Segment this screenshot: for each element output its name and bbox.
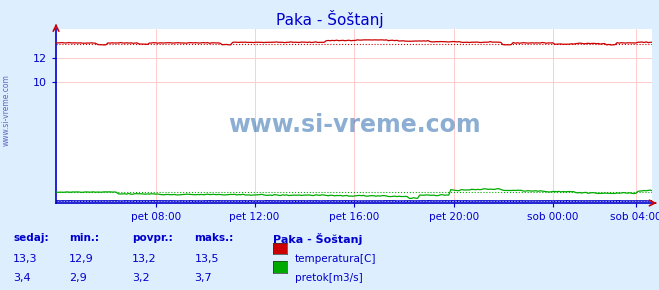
Text: temperatura[C]: temperatura[C]: [295, 254, 376, 264]
Text: Paka - Šoštanj: Paka - Šoštanj: [275, 10, 384, 28]
Text: 3,4: 3,4: [13, 273, 31, 282]
Text: 2,9: 2,9: [69, 273, 87, 282]
Text: 13,3: 13,3: [13, 254, 38, 264]
Text: www.si-vreme.com: www.si-vreme.com: [2, 74, 11, 146]
Text: Paka - Šoštanj: Paka - Šoštanj: [273, 233, 363, 245]
Text: 12,9: 12,9: [69, 254, 94, 264]
Text: 3,2: 3,2: [132, 273, 150, 282]
Text: povpr.:: povpr.:: [132, 233, 173, 243]
Text: www.si-vreme.com: www.si-vreme.com: [228, 113, 480, 137]
Text: 3,7: 3,7: [194, 273, 212, 282]
Text: 13,2: 13,2: [132, 254, 156, 264]
Text: min.:: min.:: [69, 233, 100, 243]
Text: 13,5: 13,5: [194, 254, 219, 264]
Text: maks.:: maks.:: [194, 233, 234, 243]
Text: sedaj:: sedaj:: [13, 233, 49, 243]
Text: pretok[m3/s]: pretok[m3/s]: [295, 273, 362, 282]
